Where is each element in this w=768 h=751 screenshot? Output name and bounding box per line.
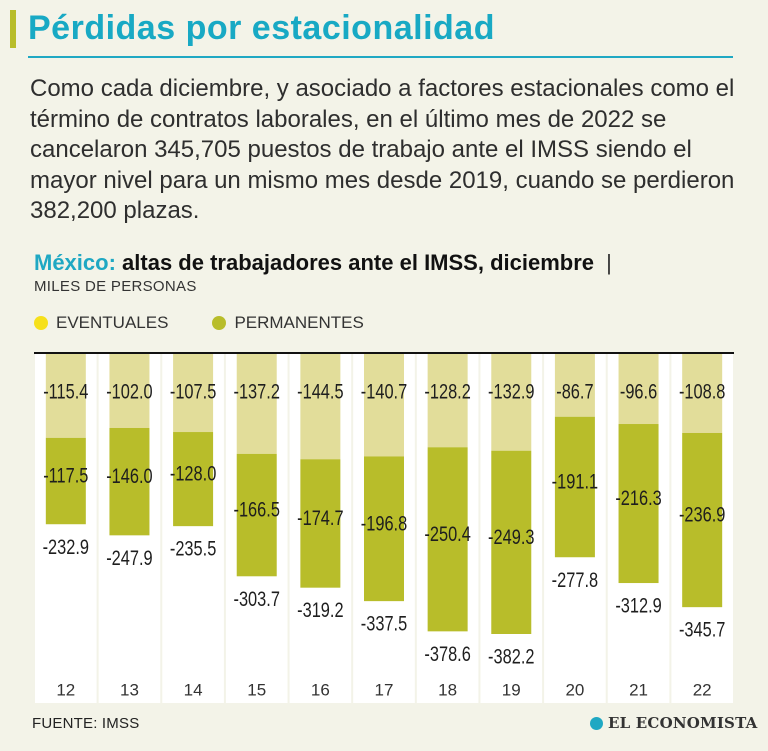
chart-title: México: altas de trabajadores ante el IM…	[34, 250, 612, 276]
x-tick-label: 19	[502, 680, 521, 699]
data-label-total: -382.2	[488, 645, 534, 668]
data-label-total: -345.7	[679, 618, 725, 641]
data-label-eventuales: -144.5	[297, 380, 343, 403]
data-label-eventuales: -108.8	[679, 380, 725, 403]
bar-permanentes	[45, 437, 86, 525]
legend-label-eventuales: EVENTUALES	[56, 313, 169, 332]
bar-eventuales	[300, 353, 341, 460]
brand-logo-icon	[590, 716, 603, 730]
data-label-eventuales: -107.5	[170, 380, 216, 403]
legend-item-permanentes: PERMANENTES	[212, 313, 364, 333]
data-label-permanentes: -249.3	[488, 525, 534, 548]
chart-legend: EVENTUALES PERMANENTES	[34, 313, 364, 333]
data-label-total: -277.8	[552, 568, 598, 591]
bar-eventuales	[236, 353, 277, 454]
x-tick-label: 15	[247, 680, 266, 699]
bar-permanentes	[364, 456, 404, 602]
data-label-eventuales: -132.9	[488, 380, 534, 403]
data-label-permanentes: -174.7	[297, 506, 343, 529]
data-label-permanentes: -146.0	[106, 464, 152, 487]
x-tick-label: 12	[56, 680, 75, 699]
data-label-total: -232.9	[43, 535, 89, 558]
data-label-total: -303.7	[234, 587, 280, 610]
legend-swatch-permanentes	[212, 316, 227, 330]
bar-eventuales	[173, 353, 214, 433]
chart-units: MILES DE PERSONAS	[34, 278, 197, 295]
data-label-eventuales: -86.7	[556, 380, 593, 403]
data-label-permanentes: -236.9	[679, 503, 725, 526]
data-label-permanentes: -191.1	[552, 470, 598, 493]
data-label-total: -337.5	[361, 612, 407, 635]
data-label-eventuales: -102.0	[106, 380, 152, 403]
data-label-total: -378.6	[424, 642, 470, 665]
brand-logo: EL ECONOMISTA	[590, 714, 757, 732]
chart-title-separator: |	[606, 250, 612, 275]
data-label-total: -247.9	[106, 546, 152, 569]
bar-eventuales	[364, 353, 404, 457]
data-label-total: -235.5	[170, 537, 216, 560]
bar-permanentes	[618, 424, 659, 584]
data-label-eventuales: -96.6	[620, 380, 657, 403]
data-label-eventuales: -128.2	[424, 380, 470, 403]
bar-eventuales	[554, 353, 595, 417]
source-note: FUENTE: IMSS	[32, 715, 140, 732]
data-label-permanentes: -128.0	[170, 462, 216, 485]
bar-permanentes	[109, 427, 150, 536]
x-tick-label: 22	[693, 680, 712, 699]
bar-permanentes	[236, 453, 277, 577]
intro-paragraph: Como cada diciembre, y asociado a factor…	[30, 75, 735, 224]
bar-permanentes	[491, 450, 532, 634]
data-label-permanentes: -216.3	[615, 486, 661, 509]
x-tick-label: 21	[629, 680, 648, 699]
data-label-eventuales: -115.4	[43, 380, 88, 403]
bar-permanentes	[300, 459, 341, 588]
data-label-eventuales: -140.7	[361, 380, 407, 403]
bar-eventuales	[682, 353, 723, 433]
bar-eventuales	[45, 353, 86, 438]
data-label-permanentes: -250.4	[424, 522, 470, 545]
legend-item-eventuales: EVENTUALES	[34, 313, 168, 333]
legend-swatch-eventuales	[34, 316, 48, 330]
chart-title-text: altas de trabajadores ante el IMSS, dici…	[122, 250, 595, 275]
page-title: Pérdidas por estacionalidad	[28, 9, 495, 47]
x-tick-label: 20	[565, 680, 584, 699]
data-label-eventuales: -137.2	[234, 380, 280, 403]
bar-eventuales	[427, 353, 468, 448]
title-accent-bar	[10, 10, 16, 48]
bar-permanentes	[682, 432, 723, 608]
bar-eventuales	[109, 353, 150, 428]
data-label-permanentes: -196.8	[361, 511, 407, 534]
bar-permanentes	[173, 432, 214, 527]
x-tick-label: 18	[438, 680, 457, 699]
title-divider	[28, 56, 733, 58]
chart-title-country: México:	[34, 250, 116, 275]
bar-eventuales	[491, 353, 532, 451]
brand-name: EL ECONOMISTA	[608, 714, 758, 732]
bar-permanentes	[427, 447, 468, 632]
x-tick-label: 17	[375, 680, 394, 699]
data-label-total: -319.2	[297, 598, 343, 621]
data-label-permanentes: -166.5	[234, 498, 280, 521]
data-label-total: -312.9	[615, 594, 661, 617]
bar-permanentes	[554, 416, 595, 558]
x-tick-label: 13	[120, 680, 139, 699]
x-tick-label: 16	[311, 680, 330, 699]
data-label-permanentes: -117.5	[43, 464, 88, 487]
bar-eventuales	[618, 353, 659, 425]
x-tick-label: 14	[184, 680, 203, 699]
legend-label-permanentes: PERMANENTES	[234, 313, 364, 332]
